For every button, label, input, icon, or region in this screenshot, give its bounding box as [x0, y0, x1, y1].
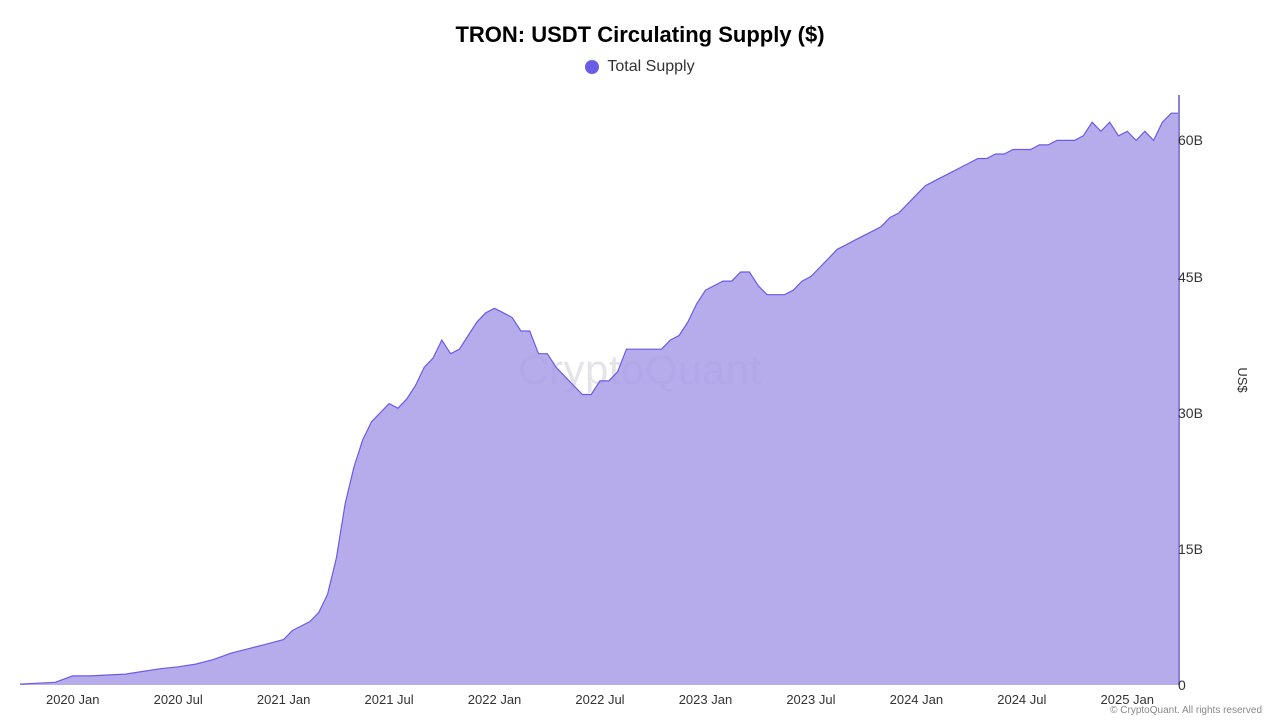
x-tick-label: 2024 Jan: [890, 692, 944, 707]
x-axis-labels: 2020 Jan 2020 Jul 2021 Jan 2021 Jul 2022 Jan…: [20, 692, 1180, 712]
area-fill: [20, 113, 1180, 685]
chart-plot-area: [20, 95, 1180, 685]
y-tick-label: 60B: [1178, 132, 1203, 148]
x-tick-label: 2020 Jan: [46, 692, 100, 707]
y-axis-labels: 015B30B45B60B: [1178, 95, 1218, 685]
legend-dot-icon: [585, 60, 599, 74]
x-tick-label: 2021 Jul: [365, 692, 414, 707]
x-tick-label: 2023 Jan: [679, 692, 733, 707]
y-tick-label: 15B: [1178, 541, 1203, 557]
area-chart-svg: [20, 95, 1180, 685]
x-tick-label: 2022 Jan: [468, 692, 522, 707]
x-tick-label: 2024 Jul: [997, 692, 1046, 707]
x-tick-label: 2021 Jan: [257, 692, 311, 707]
copyright-text: © CryptoQuant. All rights reserved: [1110, 705, 1262, 716]
chart-title: TRON: USDT Circulating Supply ($): [0, 0, 1280, 48]
y-tick-label: 45B: [1178, 269, 1203, 285]
legend-label: Total Supply: [607, 58, 694, 76]
x-tick-label: 2023 Jul: [786, 692, 835, 707]
y-axis-title: US$: [1235, 367, 1250, 392]
x-tick-label: 2022 Jul: [575, 692, 624, 707]
y-tick-label: 0: [1178, 677, 1186, 693]
y-tick-label: 30B: [1178, 405, 1203, 421]
legend: Total Supply: [0, 58, 1280, 76]
x-tick-label: 2020 Jul: [154, 692, 203, 707]
